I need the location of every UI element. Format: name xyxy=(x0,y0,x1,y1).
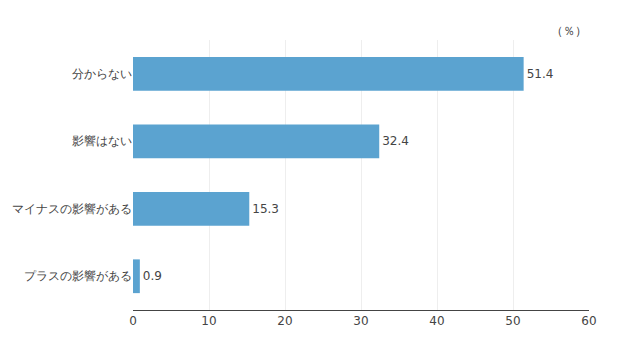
svg-text:60: 60 xyxy=(581,314,596,328)
svg-text:10: 10 xyxy=(201,314,216,328)
svg-text:30: 30 xyxy=(353,314,368,328)
svg-text:51.4: 51.4 xyxy=(527,67,554,81)
svg-text:20: 20 xyxy=(277,314,292,328)
svg-text:50: 50 xyxy=(505,314,520,328)
svg-text:40: 40 xyxy=(429,314,444,328)
svg-text:プラスの影響がある: プラスの影響がある xyxy=(24,269,132,283)
svg-text:影響はない: 影響はない xyxy=(72,134,132,148)
svg-text:15.3: 15.3 xyxy=(252,202,279,216)
svg-text:0: 0 xyxy=(129,314,137,328)
svg-text:32.4: 32.4 xyxy=(382,134,409,148)
svg-text:分からない: 分からない xyxy=(72,67,132,81)
svg-text:（％）: （％） xyxy=(551,24,587,38)
svg-text:0.9: 0.9 xyxy=(143,269,162,283)
svg-text:マイナスの影響がある: マイナスの影響がある xyxy=(12,202,132,216)
